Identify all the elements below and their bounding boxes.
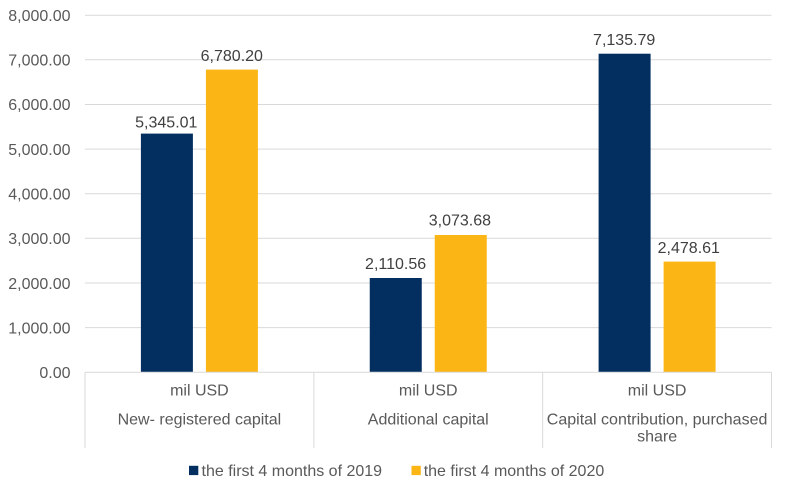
svg-text:4,000.00: 4,000.00: [8, 187, 70, 204]
svg-text:7,135.79: 7,135.79: [593, 32, 655, 49]
svg-text:5,000.00: 5,000.00: [8, 142, 70, 159]
svg-text:6,780.20: 6,780.20: [201, 48, 263, 65]
svg-text:the first 4 months of 2020: the first 4 months of 2020: [424, 463, 605, 480]
svg-text:2,000.00: 2,000.00: [8, 276, 70, 293]
svg-text:Additional capital: Additional capital: [368, 412, 489, 429]
svg-text:mil USD: mil USD: [170, 383, 229, 400]
svg-text:2,478.61: 2,478.61: [658, 240, 720, 257]
svg-text:New- registered capital: New- registered capital: [118, 412, 282, 429]
svg-text:mil USD: mil USD: [628, 383, 687, 400]
svg-text:Capital contribution, purchase: Capital contribution, purchased: [547, 412, 768, 429]
svg-text:3,000.00: 3,000.00: [8, 231, 70, 248]
svg-text:3,073.68: 3,073.68: [429, 212, 491, 229]
svg-text:2,110.56: 2,110.56: [365, 256, 426, 273]
svg-text:8,000.00: 8,000.00: [8, 8, 70, 25]
svg-text:mil USD: mil USD: [399, 383, 458, 400]
svg-text:0.00: 0.00: [39, 365, 70, 382]
svg-text:6,000.00: 6,000.00: [8, 97, 70, 114]
svg-text:1,000.00: 1,000.00: [8, 320, 70, 337]
svg-text:5,345.01: 5,345.01: [135, 114, 197, 131]
svg-text:share: share: [637, 429, 677, 446]
svg-text:7,000.00: 7,000.00: [8, 53, 70, 70]
svg-text:the first 4 months of 2019: the first 4 months of 2019: [202, 463, 383, 480]
